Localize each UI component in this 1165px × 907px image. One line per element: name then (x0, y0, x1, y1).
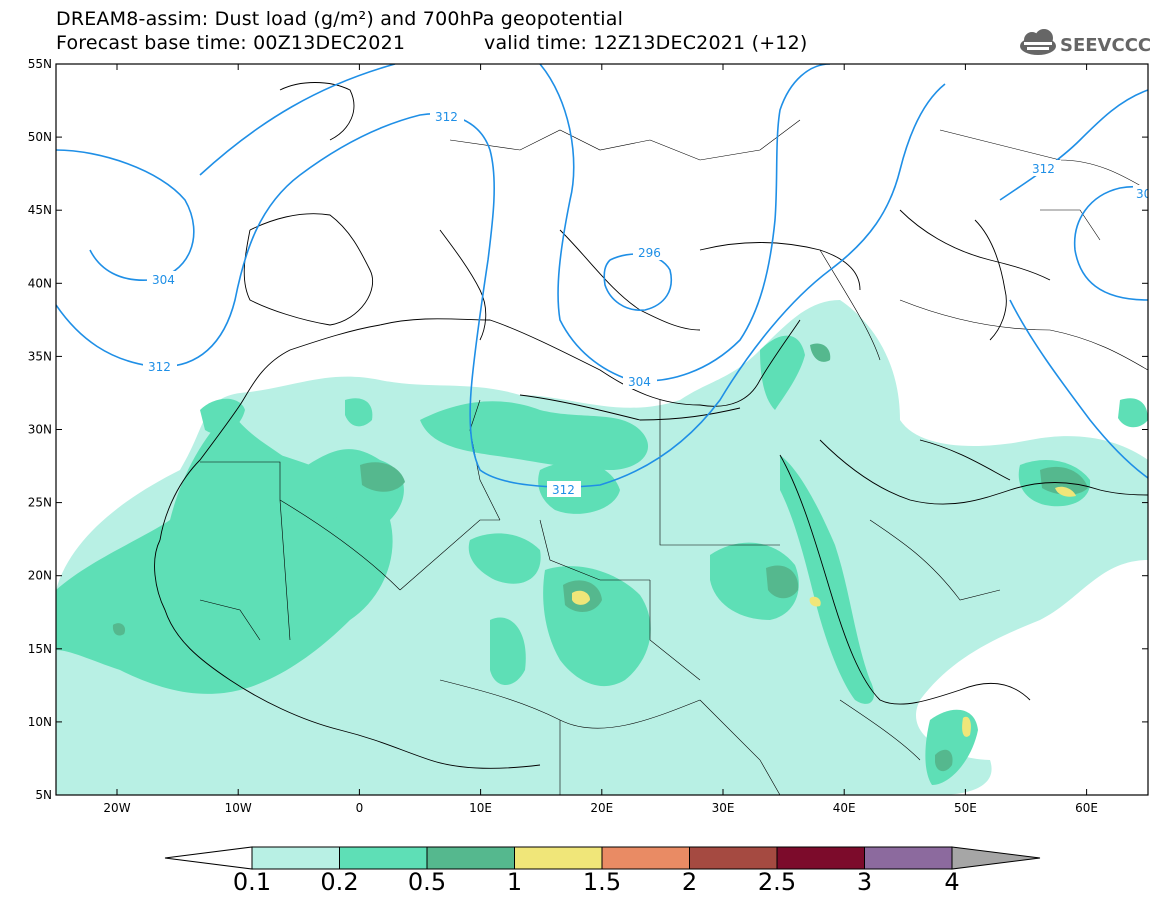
contour-labels: 312 304 312 296 304 312 312 30 (143, 108, 1151, 497)
dust-layer-yellow (572, 486, 1076, 737)
colorbar-cell (339, 846, 428, 870)
longitude-labels: 20W 10W 0 10E 20E 30E 40E 50E 60E (103, 801, 1098, 815)
colorbar-tick-label: 0.1 (232, 868, 272, 896)
contour-label: 312 (435, 110, 458, 124)
colorbar-tick-label: 0.5 (407, 868, 447, 896)
axis-ticks (56, 63, 1148, 796)
lat-label: 10N (28, 715, 52, 729)
lon-label: 30E (712, 801, 735, 815)
contour-label: 30 (1136, 187, 1151, 201)
lat-label: 45N (28, 203, 52, 217)
colorbar-tick-label: 2.5 (757, 868, 797, 896)
colorbar-tick-label: 1 (506, 868, 523, 896)
dust-layer-dark (112, 343, 1088, 772)
lat-label: 25N (28, 496, 52, 510)
lon-label: 40E (833, 801, 856, 815)
colorbar (164, 846, 1041, 870)
colorbar-tick-label: 1.5 (582, 868, 622, 896)
colorbar-tick-label: 4 (944, 868, 960, 896)
contour-label: 304 (628, 375, 651, 389)
lat-label: 35N (28, 349, 52, 363)
colorbar-tick-label: 2 (681, 868, 698, 896)
colorbar-low-arrow (164, 846, 253, 870)
lat-label: 5N (35, 788, 52, 802)
valid-time: valid time: 12Z13DEC2021 (+12) (484, 32, 808, 54)
cloud-icon (1020, 29, 1056, 55)
lat-label: 50N (28, 130, 52, 144)
country-borders (199, 119, 1148, 795)
contour-label: 296 (638, 246, 661, 260)
dust-layer-light (56, 300, 1148, 795)
colorbar-high-arrow (951, 846, 1041, 870)
lon-label: 60E (1075, 801, 1098, 815)
lon-label: 20W (103, 801, 130, 815)
lon-label: 50E (954, 801, 977, 815)
colorbar-cell (251, 846, 340, 870)
colorbar-cell (601, 846, 690, 870)
map-subtitle: Forecast base time: 00Z13DEC2021 valid ti… (56, 32, 807, 54)
lon-label: 10W (225, 801, 252, 815)
lon-label: 10E (469, 801, 492, 815)
contour-label: 312 (552, 483, 575, 497)
map-title: DREAM8-assim: Dust load (g/m²) and 700hP… (56, 8, 624, 30)
lon-label: 20E (590, 801, 613, 815)
contour-label: 312 (1032, 162, 1055, 176)
colorbar-cell (514, 846, 603, 870)
lon-label: 0 (356, 801, 364, 815)
latitude-labels: 55N 50N 45N 40N 35N 30N 25N 20N 15N 10N 5N (28, 57, 52, 802)
lat-label: 15N (28, 642, 52, 656)
lat-label: 20N (28, 569, 52, 583)
colorbar-cell (776, 846, 865, 870)
colorbar-tick-label: 3 (856, 868, 873, 896)
logo-text: SEEVCCC (1060, 35, 1151, 56)
colorbar-cell (689, 846, 778, 870)
contour-label: 312 (148, 360, 171, 374)
colorbar-tick-label: 0.2 (320, 868, 359, 896)
base-time: Forecast base time: 00Z13DEC2021 (56, 32, 406, 54)
colorbar-cell (426, 846, 515, 870)
colorbar-cell (864, 846, 953, 870)
lat-label: 55N (28, 57, 52, 71)
lat-label: 30N (28, 423, 52, 437)
contour-label: 304 (152, 273, 175, 287)
seevccc-logo: SEEVCCC (1020, 29, 1151, 56)
lat-label: 40N (28, 276, 52, 290)
